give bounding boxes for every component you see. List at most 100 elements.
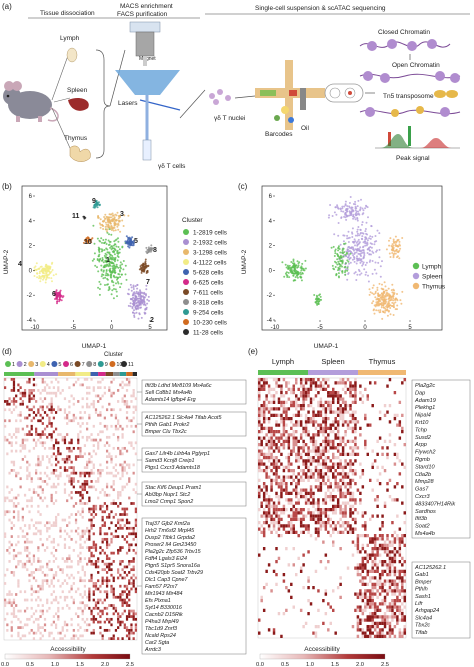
umap-c-point [359, 209, 361, 212]
heatmap-e-cell [351, 394, 355, 398]
heatmap-d-cell [128, 383, 131, 387]
umap-c-point [356, 232, 359, 235]
heatmap-e-cell [314, 527, 318, 531]
heatmap-d-cell [101, 634, 104, 638]
axis-tick-label: 6 [269, 194, 273, 200]
umap-c-point [377, 300, 380, 303]
heatmap-d-cell [128, 590, 131, 594]
heatmap-d-cell [21, 529, 24, 533]
heatmap-e-cell [403, 543, 406, 547]
heatmap-e-cell [277, 430, 281, 434]
gene-label: Samd3 Kcnj8 Creip1 [145, 458, 194, 464]
heatmap-e-cell [336, 410, 340, 414]
umap-b-point [101, 273, 104, 276]
heatmap-e-cell [396, 589, 399, 593]
heatmap-d-cell [4, 496, 7, 500]
umap-b-point [109, 246, 112, 249]
legend-cluster-label: 3-1298 cells [193, 250, 227, 257]
heatmap-d-cell [41, 455, 44, 458]
umap-c-point [358, 273, 361, 276]
heatmap-d-cell [30, 496, 33, 500]
umap-b-point [126, 292, 129, 295]
heatmap-e-cell [336, 530, 340, 534]
heatmap-d-cell [26, 532, 29, 536]
heatmap-e-cell [280, 436, 283, 440]
umap-b-point [38, 267, 41, 270]
heatmap-d-cell [132, 548, 135, 552]
heatmap-d-cell [110, 521, 113, 525]
heatmap-d-cell [37, 419, 40, 423]
umap-c-point [396, 293, 398, 295]
heatmap-d-cell [97, 557, 100, 561]
umap-b-point [129, 302, 132, 305]
heatmap-d-cell [81, 565, 84, 569]
heatmap-d-cell [101, 548, 104, 552]
heatmap-e-cell [383, 595, 387, 599]
heatmap-d-cell [108, 579, 111, 583]
heatmap-d-cell [57, 460, 60, 464]
heatmap-e-cell [290, 426, 293, 430]
heatmap-d-cell [8, 551, 11, 555]
umap-c-point [399, 247, 402, 250]
heatmap-e-cell [275, 491, 278, 495]
umap-c-point [361, 260, 363, 263]
heatmap-d-cell [52, 452, 55, 456]
heatmap-e-cell [381, 547, 384, 551]
heatmap-d-cell [119, 623, 122, 627]
umap-b-point [124, 273, 127, 276]
heatmap-e-cell [361, 394, 365, 398]
heatmap-d-cell [37, 557, 40, 561]
umap-b-point [132, 299, 135, 302]
heatmap-d-cell [130, 400, 133, 403]
heatmap-e-cell [386, 547, 389, 551]
heatmap-d-cell [92, 405, 95, 409]
heatmap-d-cell [37, 411, 40, 414]
heatmap-e-cell [329, 410, 332, 414]
heatmap-d-cell [88, 416, 91, 420]
heatmap-e-cell [275, 495, 278, 499]
heatmap-d-cell [101, 524, 104, 527]
heatmap-d-cell [23, 623, 27, 627]
heatmap-d-cell [74, 513, 78, 516]
heatmap-e-cell [262, 420, 266, 424]
heatmap-e-cell [270, 456, 273, 460]
heatmap-e-cell [349, 384, 352, 388]
heatmap-d-cell [63, 560, 67, 563]
heatmap-e-cell [295, 482, 298, 486]
umap-b-point [105, 270, 108, 272]
heatmap-d-cell [66, 455, 69, 458]
heatmap-e-cell [267, 436, 271, 440]
heatmap-d-cell [128, 378, 131, 381]
heatmap-e-cell [364, 582, 367, 586]
legend-swatch [51, 361, 58, 367]
heatmap-e-cell [265, 511, 268, 515]
heatmap-e-cell [258, 443, 261, 447]
heatmap-d-cell [121, 446, 124, 450]
heatmap-d-cell [92, 540, 95, 544]
heatmap-e-cell [267, 452, 271, 456]
heatmap-e-cell [381, 521, 384, 525]
heatmap-d-cell [121, 513, 124, 516]
heatmap-e-cell [307, 511, 310, 515]
heatmap-d-cell [15, 435, 18, 439]
heatmap-d-cell [35, 427, 38, 431]
umap-b-point [107, 226, 110, 229]
heatmap-e-cell [285, 485, 288, 489]
heatmap-d-cell [130, 543, 133, 547]
gene-label: Dlc1 Cap3 Cpne7 [145, 577, 189, 583]
heatmap-d-cell [30, 587, 33, 591]
heatmap-d-cell [125, 463, 129, 467]
heatmap-e-cell [376, 495, 379, 499]
umap-b-point [148, 299, 150, 302]
heatmap-e-cell [376, 566, 379, 570]
heatmap-e-cell [341, 472, 345, 476]
heatmap-d-cell [86, 460, 89, 464]
heatmap-e-cell [339, 547, 342, 551]
heatmap-d-cell [57, 617, 60, 621]
accessibility-scale-d-title: Accessibility [50, 646, 86, 653]
heatmap-d-cell [103, 491, 106, 494]
heatmap-e-cell [327, 478, 330, 482]
umap-c-point [356, 228, 359, 231]
umap-b-point [106, 274, 109, 277]
heatmap-d-cell [92, 598, 95, 602]
